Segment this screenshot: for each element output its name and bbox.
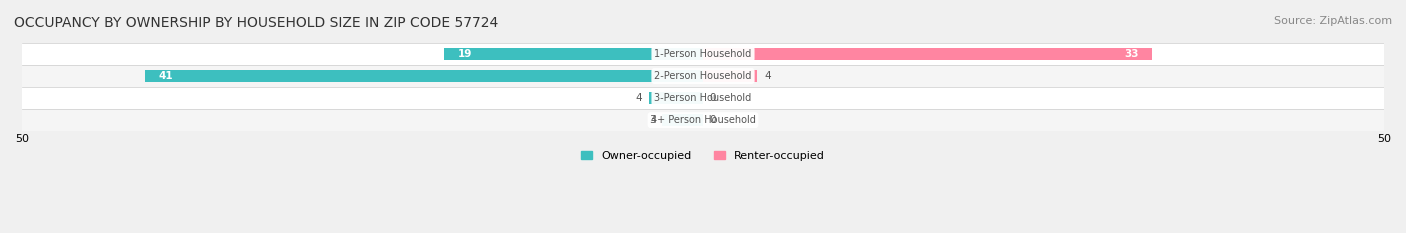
- Bar: [22, 43, 1384, 65]
- Text: 33: 33: [1125, 49, 1139, 59]
- Text: 2-Person Household: 2-Person Household: [654, 71, 752, 81]
- Text: 0: 0: [710, 115, 716, 125]
- Bar: [22, 87, 1384, 109]
- Text: 3: 3: [648, 115, 655, 125]
- Text: 41: 41: [159, 71, 173, 81]
- Text: 3-Person Household: 3-Person Household: [654, 93, 752, 103]
- Text: 4: 4: [765, 71, 770, 81]
- Bar: [703, 70, 758, 82]
- Bar: [22, 65, 1384, 87]
- Text: 0: 0: [710, 93, 716, 103]
- Bar: [648, 92, 703, 104]
- Bar: [662, 114, 703, 126]
- Text: 1-Person Household: 1-Person Household: [654, 49, 752, 59]
- Text: 4+ Person Household: 4+ Person Household: [651, 115, 755, 125]
- Text: Source: ZipAtlas.com: Source: ZipAtlas.com: [1274, 16, 1392, 26]
- Bar: [703, 48, 1153, 60]
- Bar: [444, 48, 703, 60]
- Bar: [22, 109, 1384, 131]
- Text: OCCUPANCY BY OWNERSHIP BY HOUSEHOLD SIZE IN ZIP CODE 57724: OCCUPANCY BY OWNERSHIP BY HOUSEHOLD SIZE…: [14, 16, 498, 30]
- Bar: [145, 70, 703, 82]
- Text: 4: 4: [636, 93, 641, 103]
- Legend: Owner-occupied, Renter-occupied: Owner-occupied, Renter-occupied: [576, 146, 830, 165]
- Text: 19: 19: [458, 49, 472, 59]
